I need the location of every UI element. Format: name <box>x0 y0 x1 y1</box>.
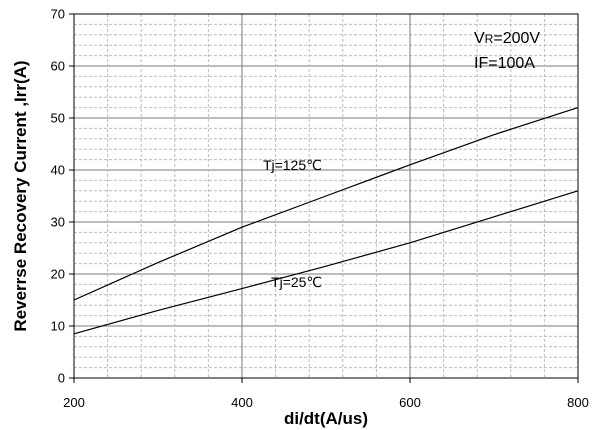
series-label-tj25: Tj=25℃ <box>271 274 322 290</box>
series-label-tj125: Tj=125℃ <box>263 157 322 173</box>
conditions-box: VR=200V IF=100A <box>474 30 540 72</box>
y-tick-label: 0 <box>58 371 65 386</box>
y-axis-ticks: 0 10 20 30 40 50 60 70 <box>51 7 74 386</box>
series-line-tj25 <box>73 190 579 335</box>
y-tick-label: 20 <box>51 267 65 282</box>
x-tick-label: 400 <box>231 395 253 410</box>
series-line-tj125 <box>73 107 579 301</box>
series-annotations: Tj=125℃ Tj=25℃ <box>263 157 322 290</box>
grid-lines <box>74 14 578 378</box>
x-axis-title: di/dt(A/us) <box>284 409 368 428</box>
x-tick-label: 800 <box>567 395 589 410</box>
if-condition: IF=100A <box>474 55 535 72</box>
x-tick-label: 200 <box>63 395 85 410</box>
y-axis-title: Reverrse Recovery Current ,Irr(A) <box>11 60 30 331</box>
y-tick-label: 30 <box>51 215 65 230</box>
y-tick-label: 50 <box>51 111 65 126</box>
x-tick-label: 600 <box>399 395 421 410</box>
y-tick-label: 60 <box>51 59 65 74</box>
plot-frame <box>73 13 579 379</box>
y-tick-label: 70 <box>51 7 65 22</box>
vr-condition: VR=200V <box>474 30 540 47</box>
y-tick-label: 10 <box>51 319 65 334</box>
x-axis-ticks: 200 400 600 800 <box>63 378 589 410</box>
y-tick-label: 40 <box>51 163 65 178</box>
series-group <box>73 107 579 335</box>
